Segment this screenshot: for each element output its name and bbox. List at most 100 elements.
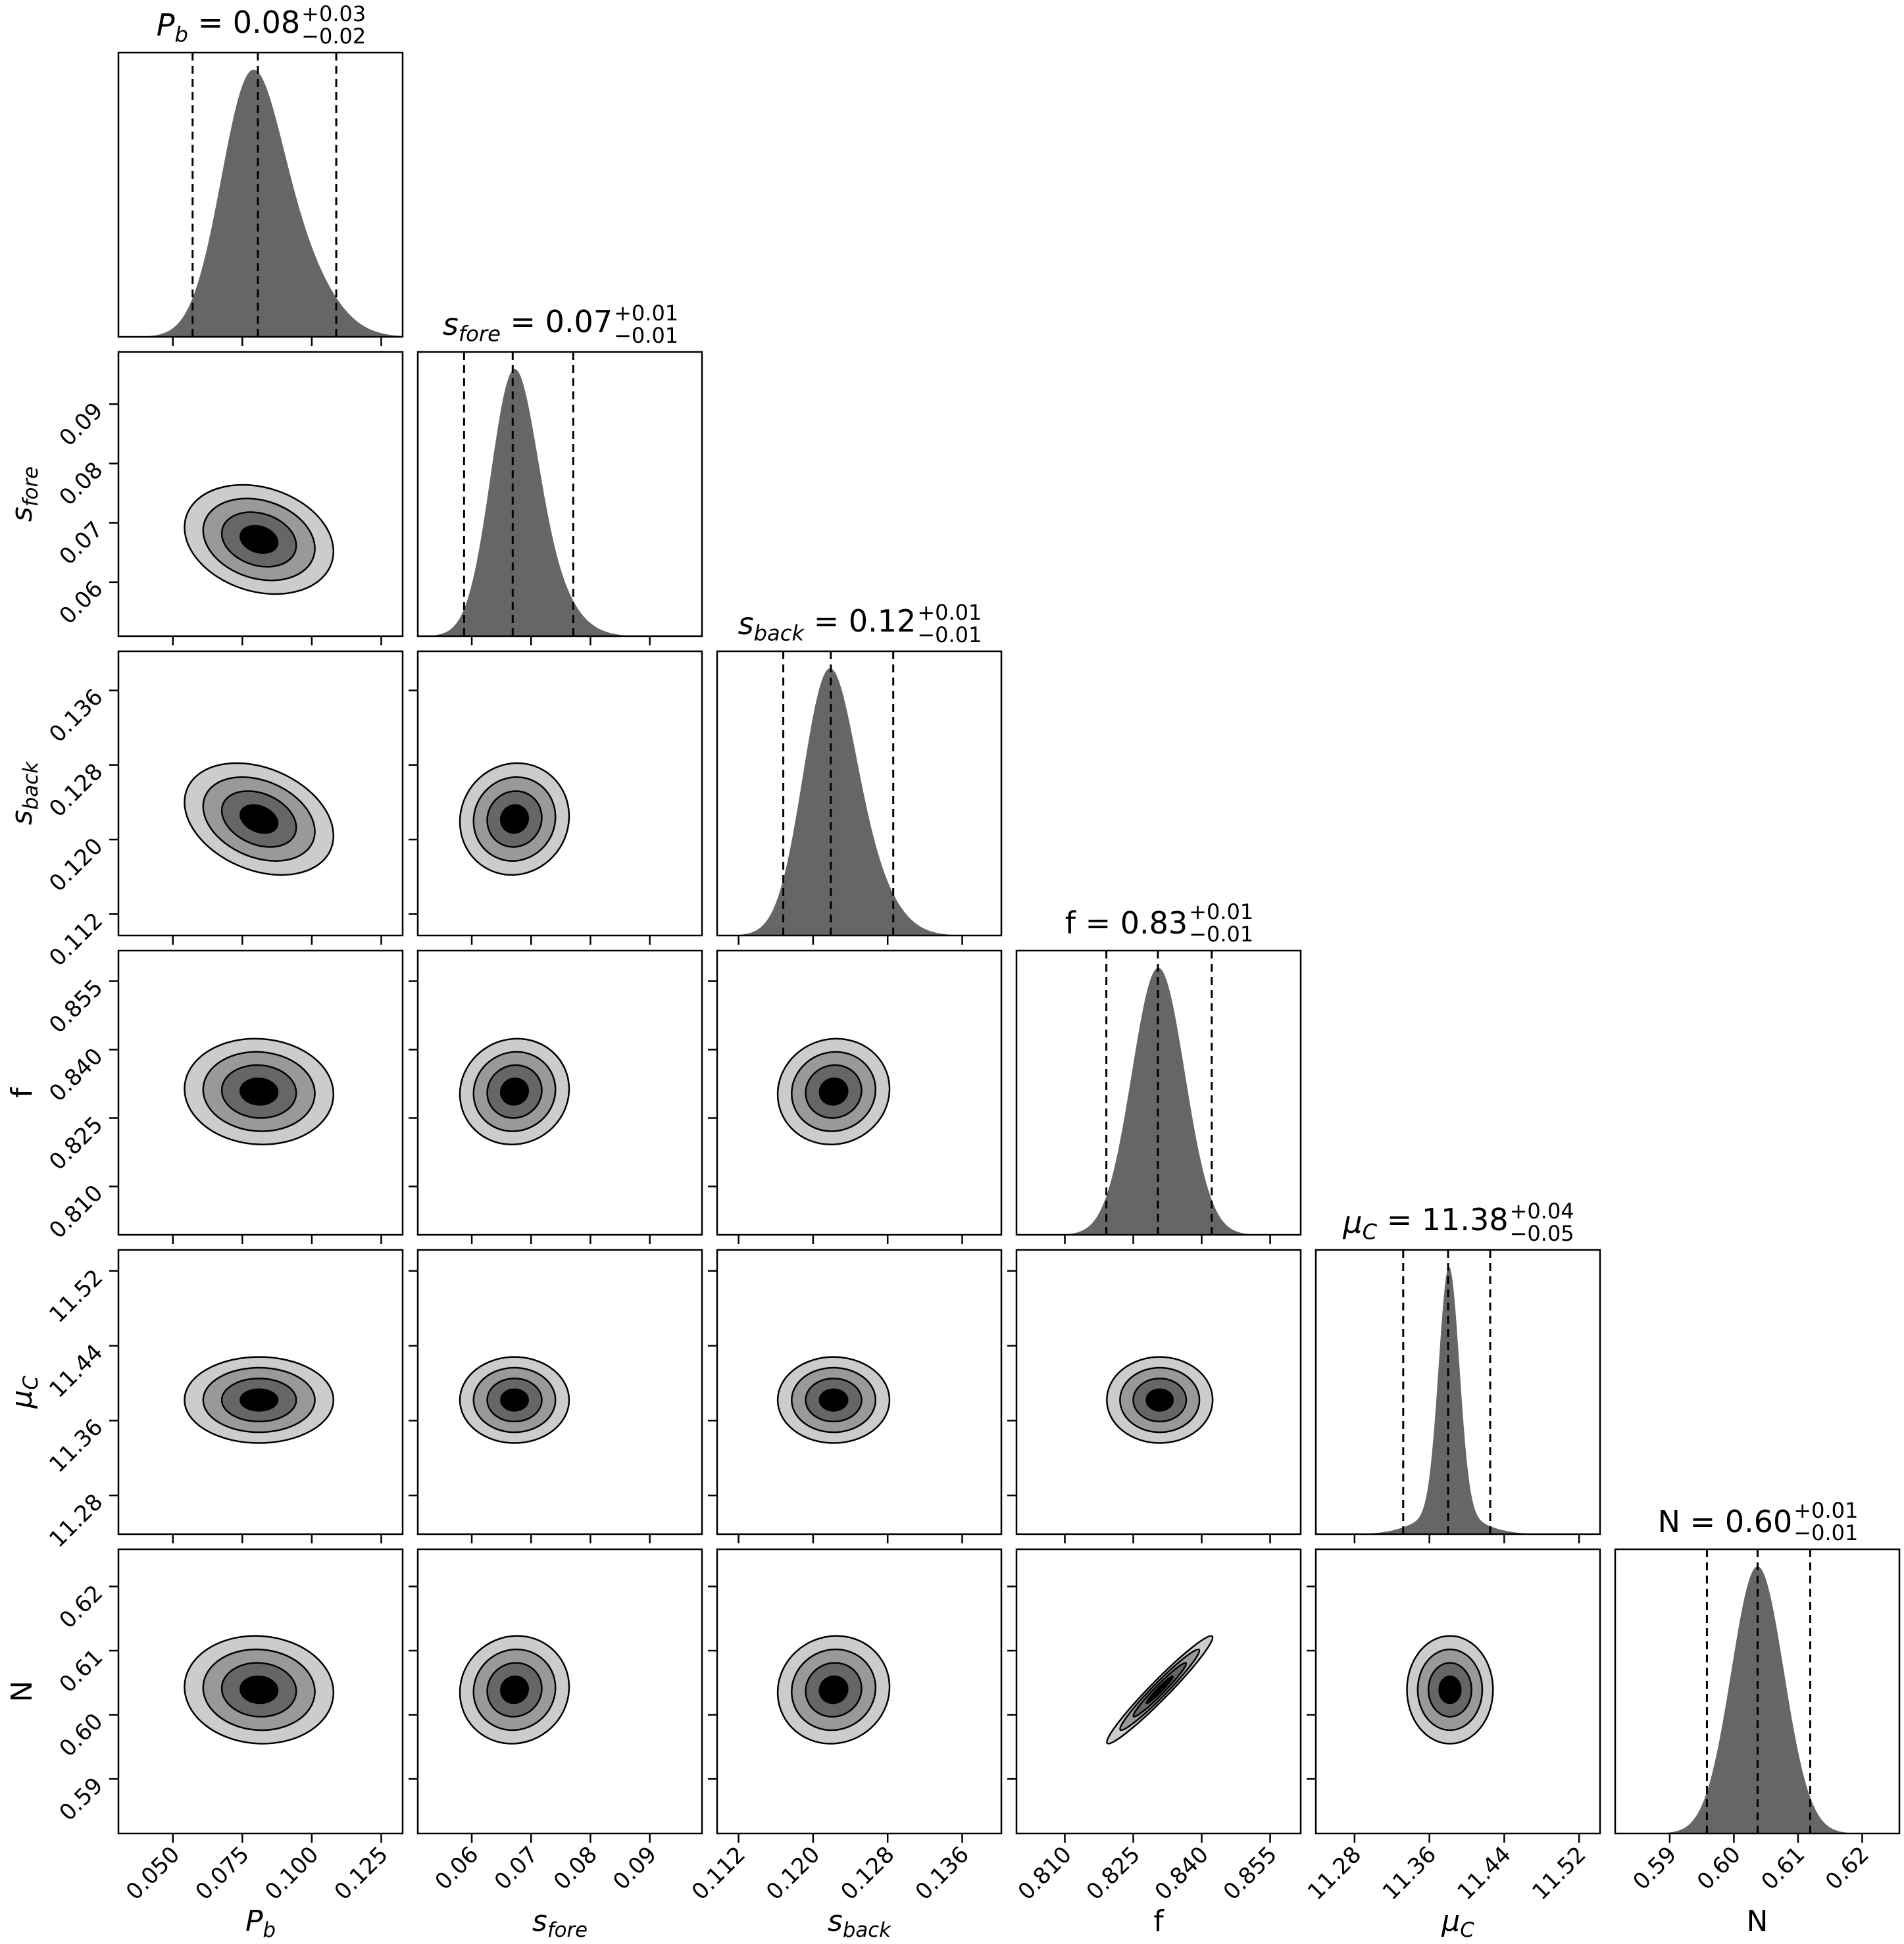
contour-level-0.5-sigma	[239, 1077, 279, 1106]
panel-frame	[716, 650, 1003, 937]
contour-level-0.5-sigma	[500, 1077, 529, 1106]
histogram-panel-sback: sback = 0.12 +0.01−0.01	[716, 600, 1003, 945]
label-symbol: s	[5, 507, 39, 522]
title-upper-error: +0.01	[614, 301, 678, 326]
title-equation: μC = 11.38	[1342, 1202, 1508, 1245]
title-equals: =	[1680, 1504, 1725, 1539]
title-lower-error: −0.02	[301, 24, 366, 49]
panel-content	[184, 1356, 335, 1444]
contour-level-0.5-sigma	[500, 1675, 529, 1705]
label-subscript: back	[843, 1918, 891, 1942]
title-value: 0.12	[849, 603, 916, 639]
panel-frame	[117, 1548, 404, 1835]
panel-frame	[716, 1548, 1003, 1835]
title-lower-error: −0.01	[1189, 922, 1253, 947]
panel-frame	[416, 650, 703, 937]
panel-content	[459, 1356, 570, 1444]
x-axis-label-f: f	[1153, 1905, 1165, 1938]
label-subscript: back	[754, 621, 805, 646]
histogram-area	[418, 368, 702, 636]
panel-frame	[416, 949, 703, 1236]
panel-content	[1615, 1549, 1899, 1833]
panel-frame	[416, 1548, 703, 1835]
contour-panel-Pb-f	[109, 949, 404, 1244]
title-lower-error: −0.05	[1510, 1221, 1574, 1246]
contour-panel-sfore-sback	[409, 650, 703, 945]
title-lower-error: −0.01	[1793, 1520, 1858, 1545]
panel-frame	[416, 1249, 703, 1535]
panel-frame	[117, 1249, 404, 1535]
histogram-panel-muC: μC = 11.38 +0.04−0.05	[1315, 1199, 1601, 1543]
title-value: 0.07	[545, 304, 613, 339]
histogram-area	[118, 69, 403, 337]
label-symbol: N	[5, 1681, 39, 1703]
panel-content	[776, 1356, 891, 1444]
y-axis-label-N: N	[5, 1681, 39, 1703]
panel-title: f = 0.83 +0.01−0.01	[1065, 899, 1253, 947]
panel-content	[776, 1635, 891, 1745]
contour-panel-muC-N	[1307, 1548, 1601, 1843]
contour-panel-sback-N	[708, 1548, 1003, 1843]
title-equation: N = 0.60	[1658, 1504, 1793, 1539]
panel-frame	[1015, 949, 1302, 1236]
title-lower-error: −0.01	[917, 622, 982, 647]
panel-frame	[1614, 1548, 1901, 1835]
contour-level-0.5-sigma	[500, 804, 529, 834]
panel-frame	[117, 51, 404, 338]
panel-frame	[117, 351, 404, 637]
title-value: 0.60	[1725, 1504, 1792, 1539]
panel-content	[184, 1635, 335, 1745]
label-symbol: s	[5, 810, 39, 825]
label-symbol: μ	[5, 1390, 39, 1409]
panel-title: μC = 11.38 +0.04−0.05	[1342, 1199, 1574, 1246]
contour-level-0.5-sigma	[1438, 1675, 1462, 1705]
title-equation: f = 0.83	[1065, 905, 1188, 941]
histogram-panel-sfore: sfore = 0.07 +0.01−0.01	[416, 301, 703, 645]
x-axis-label-sback: sback	[828, 1905, 891, 1942]
panel-frame	[1015, 1548, 1302, 1835]
label-subscript: b	[263, 1918, 276, 1942]
panel-content	[459, 1635, 570, 1745]
title-lower-error: −0.01	[614, 323, 678, 348]
label-subscript: fore	[19, 466, 43, 507]
contour-panel-Pb-N	[109, 1548, 404, 1843]
title-upper-error: +0.01	[1189, 899, 1253, 924]
panel-frame	[1315, 1249, 1601, 1535]
label-symbol: N	[1658, 1504, 1680, 1539]
x-axis-label-sfore: sfore	[532, 1905, 588, 1942]
label-subscript: C	[1460, 1918, 1474, 1942]
histogram-panel-N: N = 0.60 +0.01−0.01	[1614, 1498, 1901, 1843]
histogram-panel-f: f = 0.83 +0.01−0.01	[1015, 899, 1302, 1244]
title-upper-error: +0.04	[1510, 1199, 1574, 1224]
panel-content	[184, 484, 335, 595]
title-value: 11.38	[1422, 1202, 1509, 1237]
panel-content	[1406, 1635, 1494, 1745]
contour-panel-Pb-sfore	[109, 351, 404, 645]
contour-panel-sback-f	[708, 949, 1003, 1244]
label-subscript: fore	[459, 322, 501, 347]
title-equation: sback = 0.12	[738, 603, 916, 646]
title-equals: =	[501, 304, 545, 339]
panel-frame	[1015, 1249, 1302, 1535]
title-equals: =	[804, 603, 849, 639]
panel-frame	[117, 949, 404, 1236]
label-subscript: b	[175, 22, 188, 47]
panel-frame	[416, 351, 703, 637]
label-symbol: f	[1065, 905, 1077, 941]
histogram-panel-Pb: Pb = 0.08 +0.03−0.02	[117, 1, 404, 346]
histogram-area	[1316, 1266, 1600, 1534]
contour-panel-sfore-f	[409, 949, 703, 1244]
label-symbol: P	[245, 1905, 263, 1938]
panel-content	[459, 1037, 570, 1145]
y-axis-label-sfore: sfore	[5, 466, 43, 522]
x-axis-label-N: N	[1747, 1905, 1768, 1938]
contour-panel-Pb-sback	[109, 650, 404, 945]
panel-frame	[716, 949, 1003, 1236]
panel-content	[418, 352, 702, 636]
panel-content	[717, 651, 1001, 935]
label-symbol: s	[738, 606, 754, 641]
title-value: 0.83	[1120, 905, 1188, 941]
panel-content	[184, 1037, 335, 1145]
y-axis-label-f: f	[5, 1087, 39, 1098]
